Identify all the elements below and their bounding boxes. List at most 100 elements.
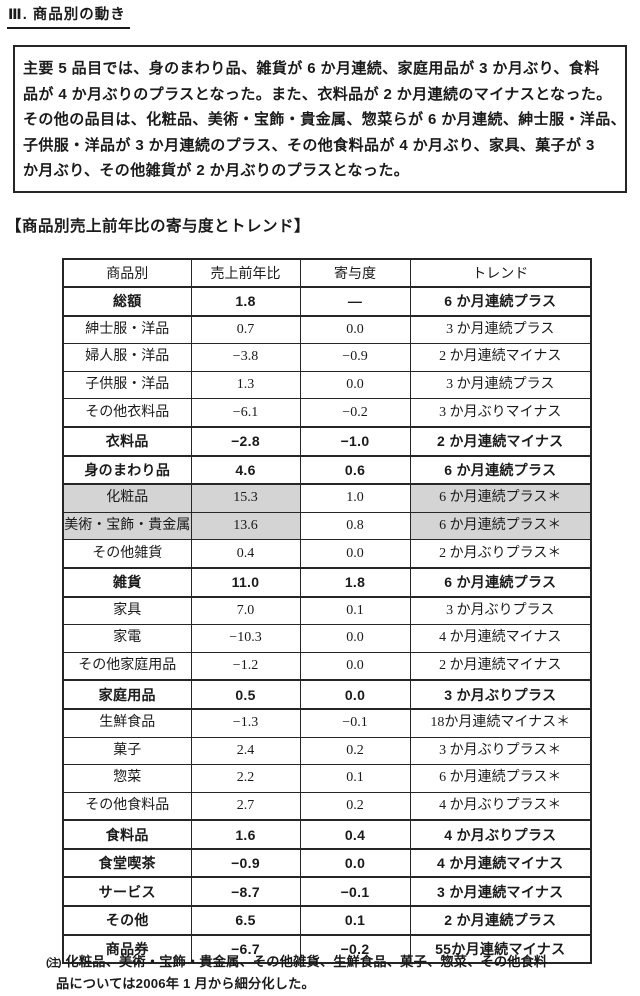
- cell-contrib: 0.0: [299, 847, 411, 879]
- table-row: サービス −8.7 −0.1 3 か月連続マイナス: [62, 876, 592, 908]
- cell-trend: 55か月連続マイナス: [409, 933, 592, 965]
- cell-contrib: −1.0: [299, 425, 411, 457]
- cell-name: 家具: [62, 596, 192, 626]
- cell-sales: 0.4: [190, 539, 301, 569]
- cell-name: 美術・宝飾・貴金属: [62, 511, 192, 541]
- cell-sales: −0.9: [190, 847, 301, 879]
- table-row: 身のまわり品 4.6 0.6 6 か月連続プラス: [62, 454, 592, 486]
- cell-trend: 3 か月ぶりプラス: [409, 679, 592, 710]
- cell-sales: 11.0: [190, 566, 301, 598]
- table-row: 家庭用品 0.5 0.0 3 か月ぶりプラス: [62, 679, 592, 710]
- table-row: 家具 7.0 0.1 3 か月ぶりプラス: [62, 596, 592, 626]
- cell-trend: 6 か月連続プラス＊: [409, 511, 592, 541]
- cell-name: 紳士服・洋品: [62, 315, 192, 345]
- cell-contrib: 0.4: [299, 819, 411, 850]
- summary-text-line: 子供服・洋品が 3 か月連続のプラス、その他食料品が 4 か月ぶり、家具、菓子が…: [23, 136, 595, 154]
- cell-trend: 6 か月連続プラス: [409, 454, 592, 486]
- cell-name: 生鮮食品: [62, 708, 192, 738]
- table-row: 総額 1.8 ― 6 か月連続プラス: [62, 286, 592, 317]
- cell-name: その他雑貨: [62, 539, 192, 569]
- cell-sales: 7.0: [190, 596, 301, 626]
- table-row: 化粧品 15.3 1.0 6 か月連続プラス＊: [62, 483, 592, 513]
- cell-contrib: 0.0: [299, 370, 411, 400]
- cell-sales: −8.7: [190, 876, 301, 908]
- cell-trend: 6 か月連続プラス＊: [409, 483, 592, 513]
- table-row: 紳士服・洋品 0.7 0.0 3 か月連続プラス: [62, 315, 592, 345]
- cell-name: 惣菜: [62, 764, 192, 793]
- cell-sales: 1.6: [190, 819, 301, 850]
- cell-contrib: ―: [299, 286, 411, 317]
- footnote-line: 品については2006年 1 月から細分化した。: [56, 975, 315, 991]
- cell-trend: 4 か月ぶりプラス＊: [409, 791, 592, 821]
- cell-name: 商品券: [62, 933, 192, 965]
- cell-sales: 13.6: [190, 511, 301, 541]
- cell-trend: 6 か月連続プラス＊: [409, 764, 592, 793]
- cell-trend: 3 か月ぶりプラス＊: [409, 736, 592, 766]
- cell-contrib: 0.1: [299, 764, 411, 793]
- cell-contrib: 0.2: [299, 736, 411, 766]
- cell-sales: 2.2: [190, 764, 301, 793]
- cell-name: 子供服・洋品: [62, 370, 192, 400]
- cell-name: その他: [62, 905, 192, 936]
- cell-name: 食堂喫茶: [62, 847, 192, 879]
- table-row: その他衣料品 −6.1 −0.2 3 か月ぶりマイナス: [62, 398, 592, 428]
- column-header: 商品別: [62, 258, 192, 288]
- footnote-text: 化粧品、美術・宝飾・貴金属、その他雑貨、生鮮食品、菓子、惣菜、その他食料: [65, 954, 548, 969]
- cell-trend: 4 か月連続マイナス: [409, 624, 592, 653]
- cell-name: 総額: [62, 286, 192, 317]
- summary-box: 主要 5 品目では、身のまわり品、雑貨が 6 か月連続、家庭用品が 3 か月ぶり…: [13, 45, 627, 193]
- cell-sales: 1.8: [190, 286, 301, 317]
- cell-sales: 2.4: [190, 736, 301, 766]
- table-row: 家電 −10.3 0.0 4 か月連続マイナス: [62, 624, 592, 653]
- footnote: (注) 化粧品、美術・宝飾・貴金属、その他雑貨、生鮮食品、菓子、惣菜、その他食料品…: [46, 952, 547, 993]
- cell-name: その他食料品: [62, 791, 192, 821]
- column-header: 寄与度: [299, 258, 411, 288]
- cell-contrib: −0.1: [299, 708, 411, 738]
- cell-contrib: 0.2: [299, 791, 411, 821]
- cell-sales: 0.5: [190, 679, 301, 710]
- footnote-line: (注) 化粧品、美術・宝飾・貴金属、その他雑貨、生鮮食品、菓子、惣菜、その他食料: [46, 952, 547, 974]
- cell-contrib: −0.2: [299, 398, 411, 428]
- cell-contrib: 0.0: [299, 624, 411, 653]
- table-row: 子供服・洋品 1.3 0.0 3 か月連続プラス: [62, 370, 592, 400]
- cell-contrib: 0.1: [299, 596, 411, 626]
- table-row: その他家庭用品 −1.2 0.0 2 か月連続マイナス: [62, 651, 592, 681]
- cell-name: 身のまわり品: [62, 454, 192, 486]
- table-row: 雑貨 11.0 1.8 6 か月連続プラス: [62, 566, 592, 598]
- cell-trend: 2 か月連続マイナス: [409, 425, 592, 457]
- cell-sales: 0.7: [190, 315, 301, 345]
- cell-trend: 4 か月連続マイナス: [409, 847, 592, 879]
- cell-contrib: 0.6: [299, 454, 411, 486]
- cell-contrib: 0.1: [299, 905, 411, 936]
- summary-text-line: か月ぶり、その他雑貨が 2 か月ぶりのプラスとなった。: [23, 162, 410, 180]
- cell-name: その他衣料品: [62, 398, 192, 428]
- cell-name: 食料品: [62, 819, 192, 850]
- cell-sales: −6.1: [190, 398, 301, 428]
- cell-contrib: 1.0: [299, 483, 411, 513]
- cell-contrib: 0.0: [299, 315, 411, 345]
- table-row: 惣菜 2.2 0.1 6 か月連続プラス＊: [62, 764, 592, 793]
- cell-name: 化粧品: [62, 483, 192, 513]
- cell-name: 雑貨: [62, 566, 192, 598]
- cell-trend: 3 か月連続プラス: [409, 315, 592, 345]
- table-row: 婦人服・洋品 −3.8 −0.9 2 か月連続マイナス: [62, 343, 592, 372]
- table-row: 生鮮食品 −1.3 −0.1 18か月連続マイナス＊: [62, 708, 592, 738]
- summary-text-line: その他の品目は、化粧品、美術・宝飾・貴金属、惣菜らが 6 か月連続、紳士服・洋品…: [23, 111, 627, 129]
- table-row: その他食料品 2.7 0.2 4 か月ぶりプラス＊: [62, 791, 592, 821]
- cell-contrib: 1.8: [299, 566, 411, 598]
- cell-contrib: −0.1: [299, 876, 411, 908]
- table-row: その他雑貨 0.4 0.0 2 か月ぶりプラス＊: [62, 539, 592, 569]
- cell-trend: 3 か月ぶりマイナス: [409, 398, 592, 428]
- cell-contrib: 0.0: [299, 679, 411, 710]
- cell-trend: 3 か月連続マイナス: [409, 876, 592, 908]
- summary-text-line: 品が 4 か月ぶりのプラスとなった。また、衣料品が 2 か月連続のマイナスとなっ…: [23, 85, 612, 103]
- table-row: 菓子 2.4 0.2 3 か月ぶりプラス＊: [62, 736, 592, 766]
- cell-name: 家電: [62, 624, 192, 653]
- table-heading: 【商品別売上前年比の寄与度とトレンド】: [6, 218, 311, 235]
- cell-sales: −2.8: [190, 425, 301, 457]
- cell-sales: −1.2: [190, 651, 301, 681]
- cell-trend: 4 か月ぶりプラス: [409, 819, 592, 850]
- sales-contribution-trend-table: 商品別 売上前年比 寄与度 トレンド 総額 1.8 ― 6 か月連続プラス 紳士服・洋品 0.7…: [62, 258, 592, 965]
- cell-sales: 4.6: [190, 454, 301, 486]
- cell-contrib: −0.9: [299, 343, 411, 372]
